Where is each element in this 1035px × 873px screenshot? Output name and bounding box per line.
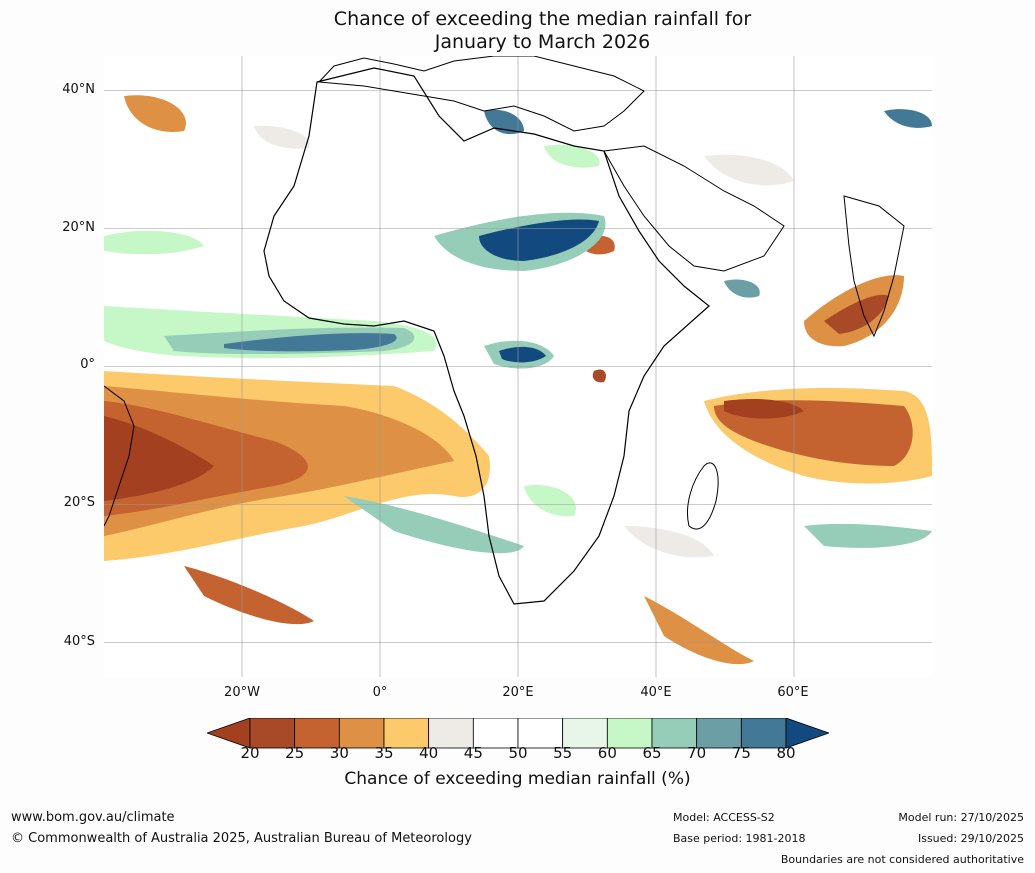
europe-coastline: [317, 56, 645, 132]
wet-sahel-core: [479, 219, 599, 261]
wet-central-africa-core: [499, 346, 546, 363]
colorbar-segment-11: [740, 718, 787, 749]
neutral-patch-1: [704, 154, 794, 186]
dry-south-sw: [184, 566, 314, 625]
colorbar-tick-20: 20: [240, 744, 260, 762]
africa-coastline: [263, 67, 710, 605]
dry-arabian-sea-core: [824, 294, 889, 334]
colorbar-tick-60: 60: [597, 744, 617, 762]
title-line-1: Chance of exceeding the median rainfall …: [333, 8, 752, 30]
title-line-2: January to March 2026: [434, 31, 651, 53]
colorbar-tick-80: 80: [776, 744, 796, 762]
wet-green-scatter-3: [524, 485, 576, 517]
colorbar-segment-4: [428, 718, 474, 749]
colorbar-tick-25: 25: [285, 744, 305, 762]
colorbar-tick-65: 65: [642, 744, 662, 762]
wet-arabian: [724, 279, 760, 298]
colorbar-segment-7: [562, 718, 608, 749]
probability-field-wet: [104, 109, 932, 554]
footer-copyright: © Commonwealth of Australia 2025, Austra…: [11, 831, 472, 846]
footer-model: Model: ACCESS-S2: [673, 811, 775, 824]
neutral-patch-3: [254, 125, 310, 149]
wet-south-atlantic-lower: [344, 496, 524, 554]
lon-label-20w: 20°W: [224, 685, 260, 700]
colorbar-tick-30: 30: [329, 744, 349, 762]
lon-label-60e: 60°E: [777, 685, 809, 700]
wet-indian-ocean-lower: [804, 523, 932, 548]
wet-green-scatter-2: [544, 144, 600, 168]
dry-deep-south-indian: [724, 399, 804, 419]
colorbar-segment-6: [517, 718, 564, 749]
colorbar-segment-3: [383, 718, 430, 749]
footer-base-period: Base period: 1981-2018: [673, 832, 806, 845]
footer-disclaimer: Boundaries are not considered authoritat…: [780, 853, 1024, 866]
wet-green-scatter-1: [104, 230, 204, 255]
rainfall-probability-map: [104, 56, 932, 677]
colorbar-tick-40: 40: [419, 744, 439, 762]
dry-east-africa: [592, 369, 606, 383]
lat-label-20s: 20°S: [63, 495, 95, 510]
south-america-coastline: [104, 385, 135, 527]
dry-north-atlantic: [124, 95, 186, 132]
colorbar-tick-50: 50: [508, 744, 528, 762]
colorbar-segment-8: [606, 718, 653, 749]
colorbar-tick-55: 55: [553, 744, 573, 762]
madagascar-coastline: [686, 462, 719, 530]
colorbar-label: Chance of exceeding median rainfall (%): [344, 769, 691, 789]
colorbar-extend-high: [785, 718, 829, 749]
lat-label-0: 0°: [80, 357, 95, 372]
coastline-africa: [104, 56, 905, 605]
dry-deepest-south-atlantic: [104, 416, 214, 501]
lat-label-20n: 20°N: [62, 220, 95, 235]
colorbar-tick-45: 45: [463, 744, 483, 762]
wet-deep-equatorial-atlantic: [224, 333, 397, 352]
neutral-patch-2: [624, 526, 714, 558]
colorbar-segment-9: [651, 718, 698, 749]
lon-label-0: 0°: [372, 685, 388, 700]
lon-label-20e: 20°E: [502, 685, 534, 700]
colorbar-tick-35: 35: [374, 744, 394, 762]
map-gridlines: [104, 56, 932, 677]
probability-field-dry: [104, 95, 932, 665]
colorbar-tick-75: 75: [731, 744, 751, 762]
arabia-coastline: [603, 145, 785, 272]
footer-website: www.bom.gov.au/climate: [11, 810, 175, 825]
lat-label-40s: 40°S: [63, 634, 95, 649]
colorbar-tick-70: 70: [687, 744, 707, 762]
dry-south-indian-lower: [644, 596, 754, 665]
india-coastline: [843, 195, 905, 338]
footer-model-run: Model run: 27/10/2025: [898, 811, 1024, 824]
wet-bay: [884, 109, 932, 128]
chart-title: Chance of exceeding the median rainfall …: [0, 8, 1035, 54]
colorbar-segment-1: [294, 718, 340, 749]
colorbar: [207, 718, 829, 749]
lon-label-40e: 40°E: [640, 685, 672, 700]
lat-label-40n: 40°N: [62, 82, 95, 97]
probability-field-neutral: [254, 125, 794, 558]
footer-issued: Issued: 29/10/2025: [917, 832, 1024, 845]
map-canvas: [104, 56, 932, 677]
